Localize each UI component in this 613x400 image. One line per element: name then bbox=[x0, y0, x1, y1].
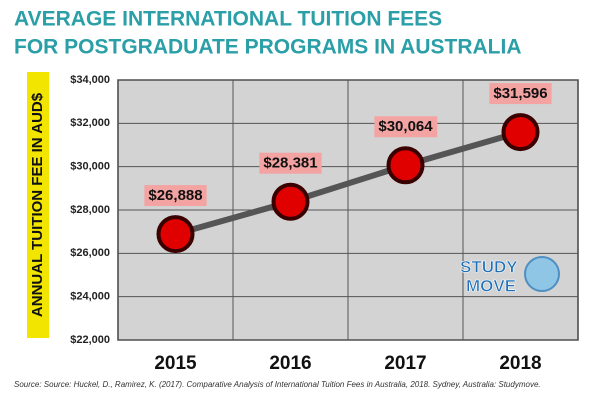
y-axis-title: ANNUAL TUITION FEE IN AUD$ bbox=[29, 92, 46, 317]
y-tick-label: $26,000 bbox=[70, 247, 110, 259]
y-tick-label: $24,000 bbox=[70, 291, 110, 303]
logo-globe bbox=[524, 256, 560, 292]
data-point bbox=[156, 215, 195, 254]
logo-line: MOVE bbox=[466, 276, 516, 295]
chart-subtitle: FOR POSTGRADUATE PROGRAMS IN AUSTRALIA bbox=[14, 36, 522, 59]
y-tick-label: $22,000 bbox=[70, 334, 110, 346]
y-tick-label: $32,000 bbox=[70, 117, 110, 129]
data-point bbox=[386, 146, 425, 185]
y-tick-label: $30,000 bbox=[70, 161, 110, 173]
logo-line: STUDY bbox=[460, 257, 518, 276]
x-tick-label: 2015 bbox=[154, 353, 197, 374]
value-label-box bbox=[374, 116, 438, 138]
x-tick-label: 2016 bbox=[269, 353, 311, 374]
y-label-background bbox=[27, 72, 49, 338]
source-note: Source: Source: Huckel, D., Ramirez, K. … bbox=[14, 380, 541, 389]
value-label: $26,888 bbox=[148, 187, 202, 204]
value-label-box bbox=[489, 83, 552, 105]
y-tick-label: $34,000 bbox=[70, 74, 110, 86]
plot-area: $22,000 $24,000 $26,000 $28,000 $30,000 $32,0… bbox=[70, 74, 579, 374]
x-tick-label: 2017 bbox=[384, 353, 426, 374]
x-tick-label: 2018 bbox=[499, 353, 541, 374]
value-label: $30,064 bbox=[378, 118, 433, 135]
data-line bbox=[174, 129, 522, 237]
value-label: $28,381 bbox=[263, 155, 317, 172]
data-point bbox=[271, 182, 310, 221]
data-point bbox=[501, 113, 540, 152]
value-label-box bbox=[259, 152, 322, 174]
y-tick-label: $28,000 bbox=[70, 204, 110, 216]
value-label-box bbox=[144, 185, 207, 207]
value-label: $31,596 bbox=[493, 85, 547, 102]
chart-title: AVERAGE INTERNATIONAL TUITION FEES bbox=[14, 8, 442, 31]
